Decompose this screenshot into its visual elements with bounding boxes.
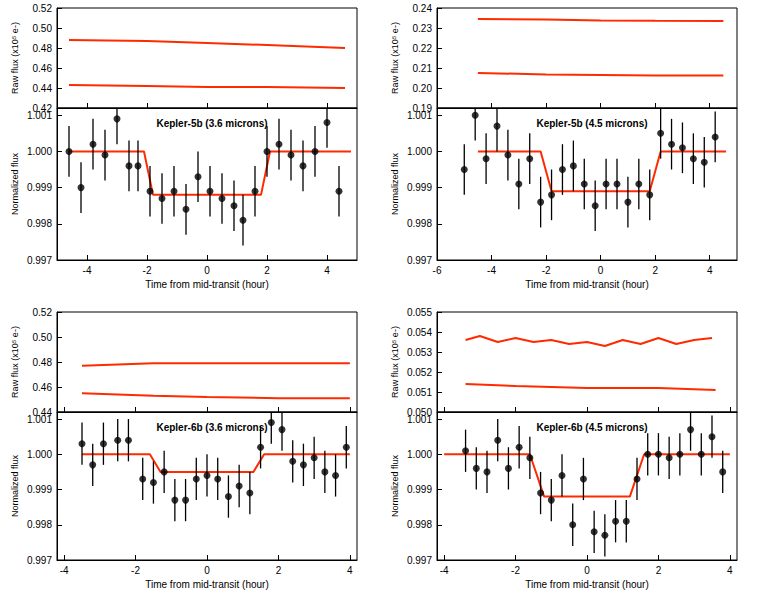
svg-text:4: 4 (727, 565, 733, 576)
svg-text:1.000: 1.000 (407, 449, 432, 460)
svg-text:0.52: 0.52 (33, 307, 53, 318)
svg-text:Raw flux (x10⁵ e-): Raw flux (x10⁵ e-) (10, 326, 20, 398)
svg-text:2: 2 (276, 565, 282, 576)
svg-text:1.001: 1.001 (407, 414, 432, 425)
svg-text:0.48: 0.48 (33, 43, 53, 54)
svg-text:Time from mid-transit (hour): Time from mid-transit (hour) (145, 579, 269, 590)
svg-text:Time from mid-transit (hour): Time from mid-transit (hour) (145, 279, 269, 290)
svg-text:4: 4 (324, 265, 330, 276)
svg-text:Time from mid-transit (hour): Time from mid-transit (hour) (525, 279, 649, 290)
svg-text:0.997: 0.997 (407, 555, 432, 566)
svg-text:0.998: 0.998 (407, 519, 432, 530)
svg-text:1.000: 1.000 (27, 449, 52, 460)
svg-text:0.21: 0.21 (413, 63, 433, 74)
svg-text:0.997: 0.997 (27, 555, 52, 566)
svg-text:Kepler-5b (3.6 microns): Kepler-5b (3.6 microns) (156, 118, 267, 129)
svg-text:-4: -4 (487, 265, 496, 276)
svg-text:0.999: 0.999 (27, 484, 52, 495)
svg-text:0.50: 0.50 (33, 23, 53, 34)
svg-text:0.19: 0.19 (412, 102, 432, 114)
svg-text:1.001: 1.001 (27, 414, 52, 425)
svg-text:0.999: 0.999 (407, 484, 432, 495)
svg-text:0.054: 0.054 (407, 327, 432, 338)
svg-text:Normalized flux: Normalized flux (390, 152, 400, 215)
svg-text:0.42: 0.42 (32, 102, 52, 114)
svg-text:Raw flux (x10⁵ e-): Raw flux (x10⁵ e-) (10, 22, 20, 94)
svg-text:Raw flux (x10⁵ e-): Raw flux (x10⁵ e-) (390, 22, 400, 94)
svg-text:1.000: 1.000 (407, 146, 432, 157)
svg-text:1.001: 1.001 (407, 110, 432, 121)
svg-text:0.24: 0.24 (413, 3, 433, 14)
svg-text:0.999: 0.999 (27, 182, 52, 193)
svg-text:0.997: 0.997 (27, 255, 52, 266)
svg-text:0.051: 0.051 (407, 387, 432, 398)
svg-text:Kepler-6b (3.6 microns): Kepler-6b (3.6 microns) (156, 422, 267, 433)
svg-text:-4: -4 (440, 565, 449, 576)
svg-text:0: 0 (584, 565, 590, 576)
svg-text:4: 4 (347, 565, 353, 576)
svg-text:0.20: 0.20 (413, 83, 433, 94)
svg-text:Kepler-6b (4.5 microns): Kepler-6b (4.5 microns) (536, 422, 647, 433)
svg-text:0.997: 0.997 (407, 255, 432, 266)
svg-text:0.46: 0.46 (33, 63, 53, 74)
svg-text:-2: -2 (131, 565, 140, 576)
svg-text:0: 0 (204, 565, 210, 576)
svg-text:0.50: 0.50 (33, 332, 53, 343)
svg-text:4: 4 (707, 265, 713, 276)
svg-text:-4: -4 (60, 565, 69, 576)
svg-text:Raw flux (x10⁵ e-): Raw flux (x10⁵ e-) (390, 326, 400, 398)
svg-text:0.48: 0.48 (33, 357, 53, 368)
svg-text:1.000: 1.000 (27, 146, 52, 157)
svg-text:-2: -2 (542, 265, 551, 276)
svg-text:-6: -6 (433, 265, 442, 276)
svg-text:1.001: 1.001 (27, 110, 52, 121)
svg-text:0.46: 0.46 (33, 382, 53, 393)
svg-text:0.44: 0.44 (33, 83, 53, 94)
svg-text:0.44: 0.44 (32, 406, 52, 418)
svg-text:2: 2 (652, 265, 658, 276)
svg-text:0.998: 0.998 (27, 519, 52, 530)
svg-text:0.053: 0.053 (407, 347, 432, 358)
svg-text:Normalized flux: Normalized flux (390, 454, 400, 517)
svg-text:2: 2 (264, 265, 270, 276)
svg-text:-2: -2 (511, 565, 520, 576)
svg-text:0.999: 0.999 (407, 182, 432, 193)
svg-text:0.998: 0.998 (407, 218, 432, 229)
svg-text:-2: -2 (143, 265, 152, 276)
svg-text:Kepler-5b (4.5 microns): Kepler-5b (4.5 microns) (536, 118, 647, 129)
svg-text:0.52: 0.52 (33, 3, 53, 14)
svg-text:0.22: 0.22 (413, 43, 433, 54)
svg-text:Normalized flux: Normalized flux (10, 152, 20, 215)
svg-text:0.055: 0.055 (407, 307, 432, 318)
svg-text:0.052: 0.052 (407, 367, 432, 378)
svg-text:0: 0 (204, 265, 210, 276)
svg-text:0.998: 0.998 (27, 218, 52, 229)
svg-text:-4: -4 (83, 265, 92, 276)
svg-text:0: 0 (598, 265, 604, 276)
svg-text:0.23: 0.23 (413, 23, 433, 34)
svg-text:Time from mid-transit (hour): Time from mid-transit (hour) (525, 579, 649, 590)
svg-text:0.050: 0.050 (407, 406, 432, 418)
svg-text:2: 2 (656, 565, 662, 576)
svg-text:Normalized flux: Normalized flux (10, 454, 20, 517)
